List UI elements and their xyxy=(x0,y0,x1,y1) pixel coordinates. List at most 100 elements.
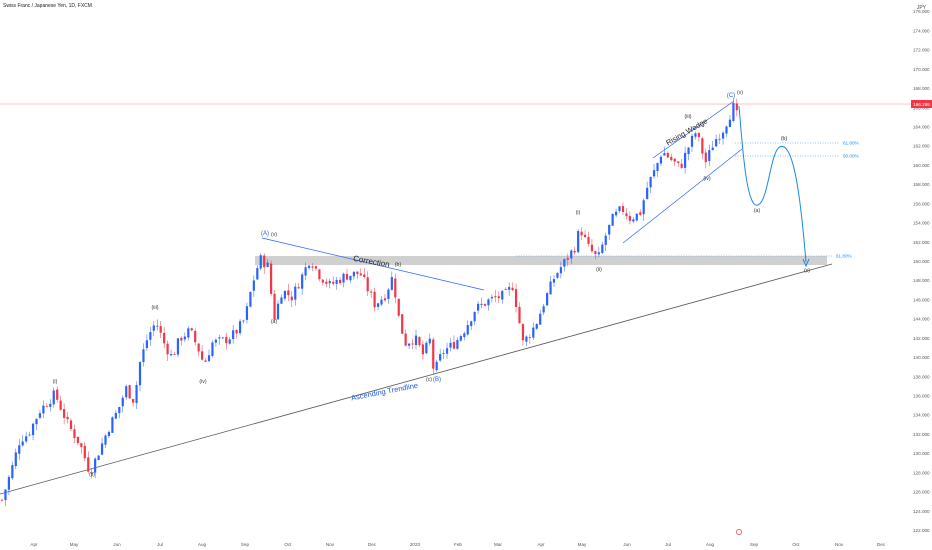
candle-body xyxy=(556,273,559,278)
y-tick-label: 156.000 xyxy=(913,201,930,206)
candle-body xyxy=(142,349,145,362)
projection-path xyxy=(738,105,807,263)
candle-body xyxy=(100,443,104,455)
candle-body xyxy=(128,385,131,399)
candle-body xyxy=(611,213,614,226)
price-axis[interactable]: 122.000 124.000 126.000 128.000 130.000 132.0… xyxy=(913,9,930,533)
candle-body xyxy=(66,416,69,420)
candle-body xyxy=(49,403,52,407)
time-axis[interactable]: Apr May Jun Jul Aug Sep Oct Nov Dec 2023 Feb Mar Apr… xyxy=(30,542,885,547)
candle-body xyxy=(18,445,21,454)
candle-body xyxy=(494,296,497,298)
candle-body xyxy=(25,436,28,442)
candle-body xyxy=(380,299,383,305)
candle-body xyxy=(673,158,676,162)
x-tick-label: Mar xyxy=(494,542,502,547)
y-tick-label: 140.000 xyxy=(913,355,930,360)
fib-level-label: 61.80% xyxy=(836,254,852,259)
candle-body xyxy=(615,211,618,216)
candle-body xyxy=(314,266,318,269)
candle-body xyxy=(390,277,393,290)
candle-body xyxy=(311,266,314,268)
ascending-trendline xyxy=(0,263,833,495)
currency-label: JPY xyxy=(916,5,926,11)
candle-body xyxy=(518,306,521,324)
candle-body xyxy=(646,187,649,199)
y-tick-label: 168.000 xyxy=(913,86,930,91)
candle-body xyxy=(411,343,414,345)
last-price-label: 166.298 xyxy=(913,102,930,107)
candle-body xyxy=(325,281,328,284)
x-tick-label: Oct xyxy=(792,542,800,547)
candle-body xyxy=(104,435,107,445)
candle-body xyxy=(694,133,697,137)
y-tick-label: 158.000 xyxy=(913,182,930,187)
y-tick-label: 124.000 xyxy=(913,509,930,514)
candle-body xyxy=(639,212,642,215)
candle-body xyxy=(401,314,404,334)
candle-body xyxy=(90,472,93,474)
candle-body xyxy=(625,213,628,217)
x-tick-label: Jul xyxy=(157,542,163,547)
candle-body xyxy=(169,354,173,356)
candle-body xyxy=(207,355,211,362)
candle-body xyxy=(297,287,300,289)
candle-body xyxy=(273,293,276,320)
candle-body xyxy=(256,268,259,280)
candle-body xyxy=(232,330,235,340)
candle-body xyxy=(404,333,407,346)
major-wave-label: (A) xyxy=(261,231,269,237)
candle-body xyxy=(76,436,79,444)
candle-body xyxy=(597,252,600,255)
candle-body xyxy=(266,262,269,267)
candle-body xyxy=(418,336,421,346)
candle-body xyxy=(283,290,286,299)
major-wave-label: (C) xyxy=(727,93,735,99)
candle-body xyxy=(166,343,169,355)
wave-label: (iii) xyxy=(152,305,159,311)
candle-body xyxy=(201,351,204,360)
candle-body xyxy=(473,311,476,322)
event-marker[interactable] xyxy=(736,529,742,535)
major-wave-label: (B) xyxy=(433,377,441,383)
candle-body xyxy=(690,135,694,147)
candle-body xyxy=(466,325,469,335)
y-tick-label: 174.000 xyxy=(913,28,930,33)
candle-body xyxy=(228,339,231,344)
candle-body xyxy=(642,200,645,215)
candle-body xyxy=(373,291,376,308)
x-tick-label: Oct xyxy=(284,542,292,547)
candle-body xyxy=(138,361,142,386)
y-tick-label: 170.000 xyxy=(913,67,930,72)
x-tick-label: Nov xyxy=(326,542,335,547)
candle-body xyxy=(539,313,542,325)
x-tick-label: Sep xyxy=(750,542,759,547)
candle-body xyxy=(656,163,659,171)
candle-body xyxy=(235,330,238,334)
y-tick-label: 176.000 xyxy=(913,9,930,14)
candle-body xyxy=(345,273,349,280)
candle-body xyxy=(687,147,690,155)
candle-body xyxy=(318,269,321,280)
y-tick-label: 138.000 xyxy=(913,374,930,379)
fib-level-label: 61.80% xyxy=(843,141,859,146)
last-price-badge: 166.298 xyxy=(911,100,932,108)
candle-body xyxy=(432,339,435,369)
candle-body xyxy=(349,275,352,281)
candle-body xyxy=(701,138,704,154)
last-price-badge-bg xyxy=(911,100,932,108)
candle-body xyxy=(490,296,493,299)
candle-body xyxy=(145,340,148,349)
candle-body xyxy=(480,303,483,305)
candle-body xyxy=(45,406,48,408)
candle-body xyxy=(504,289,507,290)
candle-body xyxy=(735,103,738,111)
x-tick-label: Jun xyxy=(623,542,631,547)
candle-body xyxy=(31,423,35,436)
candle-body xyxy=(252,280,255,291)
x-tick-label: Dec xyxy=(877,542,886,547)
candle-body xyxy=(649,176,652,188)
candle-body xyxy=(118,406,121,414)
